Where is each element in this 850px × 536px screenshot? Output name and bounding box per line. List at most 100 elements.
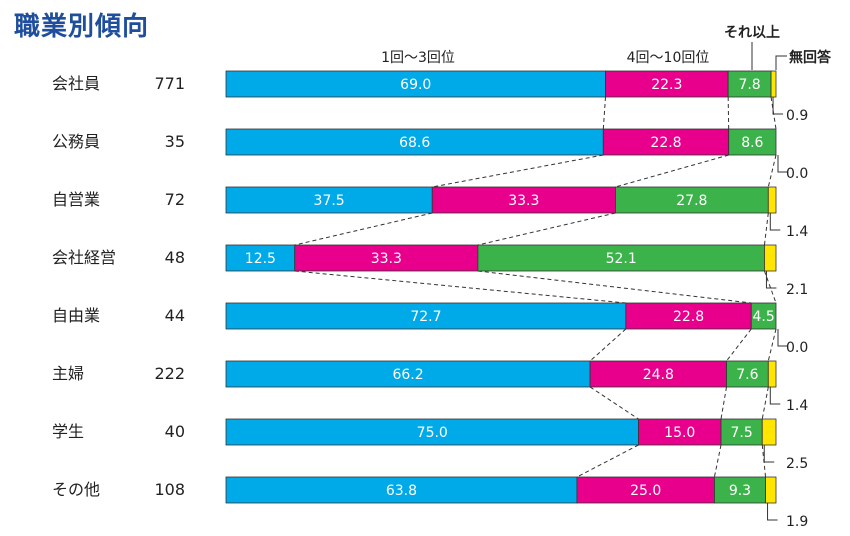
connector-line <box>602 96 606 130</box>
data-label: 22.3 <box>651 77 682 93</box>
no-answer-leader <box>767 503 778 521</box>
bar-segment <box>225 186 433 214</box>
legend-label: 無回答 <box>789 49 832 66</box>
sample-size-label: 44 <box>165 306 185 325</box>
connector-line <box>713 444 722 478</box>
category-label: 公務員 <box>52 132 100 151</box>
connector-line <box>576 444 639 478</box>
bar-segment <box>714 476 766 504</box>
category-label: 会社経営 <box>52 248 116 267</box>
category-label: 主婦 <box>52 364 84 383</box>
bar-segment <box>750 302 777 330</box>
data-label: 25.0 <box>630 483 661 499</box>
category-label: 会社員 <box>52 74 100 93</box>
connector-line <box>589 386 639 420</box>
legend-leader <box>775 55 787 70</box>
bar-segment <box>605 70 729 98</box>
connector-line <box>767 154 777 188</box>
bar-segment <box>294 244 479 272</box>
legend-label: それ以上 <box>724 25 780 41</box>
bar-segment <box>225 302 627 330</box>
no-answer-label: 1.4 <box>786 398 808 414</box>
category-label: 学生 <box>52 422 84 441</box>
sample-size-label: 48 <box>165 248 185 267</box>
bar-segment <box>225 244 296 272</box>
connector-line <box>589 328 627 362</box>
sample-size-label: 771 <box>154 74 185 93</box>
bar-segment <box>767 360 777 388</box>
connector-line <box>615 154 729 188</box>
chart-title: 職業別傾向 <box>14 12 150 42</box>
data-label: 7.8 <box>738 77 760 93</box>
no-answer-label: 0.9 <box>786 108 808 124</box>
bar-segment <box>726 360 769 388</box>
connector-line <box>727 96 730 130</box>
connector-line <box>294 270 626 304</box>
data-label: 66.2 <box>392 367 423 383</box>
bar-segment <box>764 244 777 272</box>
no-answer-label: 2.1 <box>786 282 808 298</box>
no-answer-label: 2.5 <box>786 456 808 472</box>
sample-size-label: 40 <box>165 422 185 441</box>
legend-label: 4回～10回位 <box>627 50 710 66</box>
no-answer-label: 0.0 <box>786 340 808 356</box>
category-label: その他 <box>52 480 100 499</box>
connector-line <box>477 270 752 304</box>
sample-size-label: 35 <box>165 132 185 151</box>
connector-line <box>432 154 604 188</box>
connector-line <box>761 386 769 420</box>
data-label: 69.0 <box>400 77 431 93</box>
data-label: 9.3 <box>729 483 751 499</box>
no-answer-leader <box>777 155 788 173</box>
bar-segment <box>638 418 722 446</box>
legend-label: 1回～3回位 <box>381 50 455 66</box>
connector-line <box>477 212 616 246</box>
no-answer-leader <box>777 329 788 347</box>
data-label: 37.5 <box>314 193 345 209</box>
connector-line <box>294 212 433 246</box>
category-label: 自由業 <box>52 306 100 325</box>
data-label: 15.0 <box>664 425 695 441</box>
bar-segment <box>431 186 616 214</box>
no-answer-label: 0.0 <box>786 166 808 182</box>
bar-segment <box>615 186 769 214</box>
no-answer-leader <box>763 445 775 463</box>
data-label: 75.0 <box>417 425 448 441</box>
data-label: 33.3 <box>508 193 539 209</box>
data-label: 8.6 <box>741 135 763 151</box>
category-label: 自営業 <box>52 190 100 209</box>
data-label: 24.8 <box>643 367 674 383</box>
data-label: 68.6 <box>399 135 430 151</box>
bar-segment <box>770 70 777 98</box>
data-label: 7.5 <box>730 425 752 441</box>
bar-segment <box>477 244 765 272</box>
data-label: 7.6 <box>736 367 758 383</box>
data-label: 27.8 <box>676 193 707 209</box>
sample-size-label: 108 <box>154 480 185 499</box>
connector-line <box>720 386 727 420</box>
data-label: 22.8 <box>673 309 704 325</box>
sample-size-label: 72 <box>165 190 185 209</box>
bar-segment <box>225 70 606 98</box>
bar-segment <box>765 476 777 504</box>
data-label: 12.5 <box>245 251 276 267</box>
connector-line <box>763 212 769 246</box>
data-label: 52.1 <box>606 251 637 267</box>
no-answer-leader <box>769 387 781 405</box>
no-answer-leader <box>765 271 777 289</box>
bar-segment <box>589 360 727 388</box>
connector-line <box>763 270 777 304</box>
bar-segment <box>225 418 639 446</box>
sample-size-label: 222 <box>154 364 185 383</box>
data-label: 22.8 <box>650 135 681 151</box>
bar-segment <box>728 128 777 156</box>
no-answer-leader <box>769 213 781 231</box>
no-answer-label: 1.4 <box>786 224 808 240</box>
data-label: 4.5 <box>752 309 774 325</box>
bar-segment <box>576 476 715 504</box>
bar-segment <box>720 418 763 446</box>
connector-line <box>726 328 752 362</box>
connector-line <box>767 328 777 362</box>
bar-segment <box>602 128 730 156</box>
